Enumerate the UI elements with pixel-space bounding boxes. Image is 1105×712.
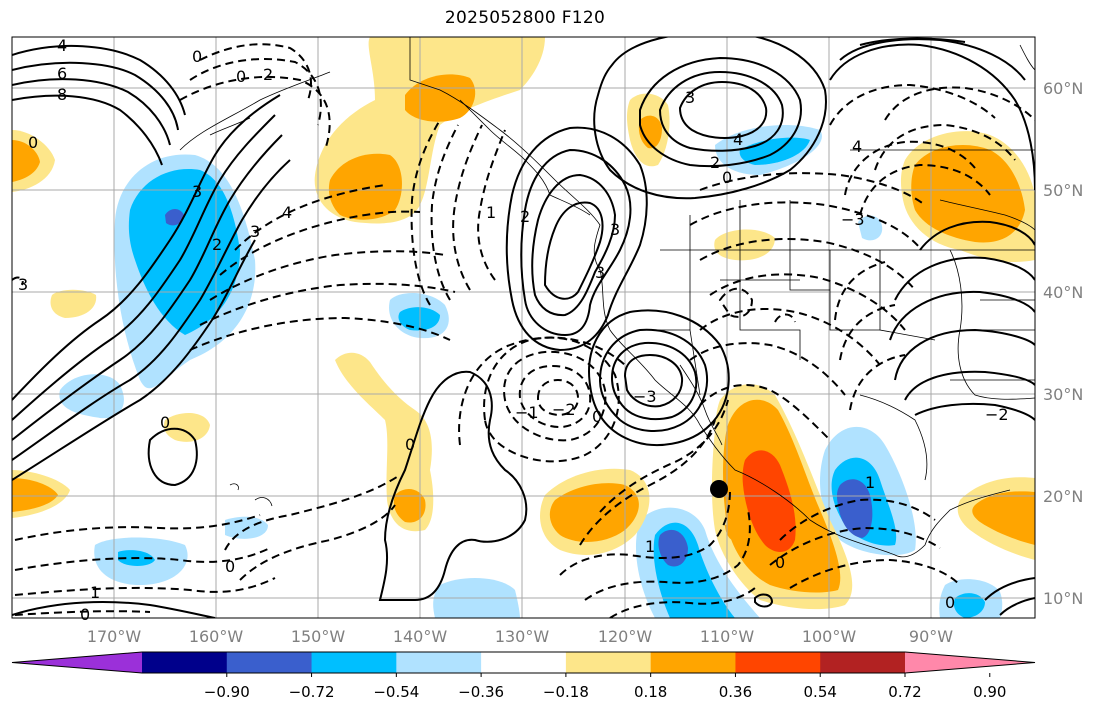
contour-label: 2 xyxy=(212,235,222,254)
contour-label: 0 xyxy=(722,168,732,187)
colorbar-tick-label: 0.90 xyxy=(973,683,1006,701)
colorbar-extend-low xyxy=(12,652,142,673)
lon-label: 170°W xyxy=(87,627,142,646)
contours-solid xyxy=(12,37,1035,618)
contour-label: 1 xyxy=(90,583,100,602)
contour-label: −3 xyxy=(841,210,865,229)
contour-label: −3 xyxy=(633,387,657,406)
colorbar-tick-label: 0.54 xyxy=(804,683,837,701)
colorbar-tick-label: 0.36 xyxy=(719,683,752,701)
colorbar-segment xyxy=(311,652,397,673)
contour-label: 4 xyxy=(852,137,862,156)
lon-label: 110°W xyxy=(700,627,755,646)
contour-label: 3 xyxy=(595,263,605,282)
contour-label: 2 xyxy=(520,207,530,226)
contour-label: −2 xyxy=(552,400,576,419)
lon-label: 100°W xyxy=(802,627,857,646)
colorbar-segment xyxy=(650,652,736,673)
contour-label: −2 xyxy=(985,405,1009,424)
colorbar-tick-label: −0.36 xyxy=(458,683,504,701)
contour-label: 3 xyxy=(192,182,202,201)
contour-label: 1 xyxy=(486,203,496,222)
map-title: 2025052800 F120 xyxy=(444,8,606,28)
shaded-field xyxy=(12,37,1035,618)
contour-label: 0 xyxy=(775,553,785,572)
longitude-labels: 170°W 160°W 150°W 140°W 130°W 120°W 110°… xyxy=(87,627,953,646)
contour-label: 0 xyxy=(592,407,602,426)
colorbar-extend-high xyxy=(905,652,1035,673)
contour-label: 2 xyxy=(263,65,273,84)
lat-label: 20°N xyxy=(1043,487,1083,506)
colorbar: −0.90 −0.72 −0.54 −0.36 −0.18 0.18 0.36 0.54 0.7… xyxy=(11,651,1036,701)
coastlines xyxy=(179,37,1035,558)
colorbar-segment xyxy=(820,652,906,673)
lat-label: 60°N xyxy=(1043,79,1083,98)
contour-label: 0 xyxy=(405,435,415,454)
contour-label: 3 xyxy=(18,275,28,294)
colorbar-tick-label: −0.90 xyxy=(204,683,250,701)
contour-label: 0 xyxy=(945,593,955,612)
lat-label: 50°N xyxy=(1043,181,1083,200)
colorbar-outline xyxy=(11,651,1036,674)
contour-label: 8 xyxy=(57,85,67,104)
contour-label: 4 xyxy=(57,36,67,55)
colorbar-segment xyxy=(735,652,821,673)
contour-label: 0 xyxy=(160,413,170,432)
lon-label: 90°W xyxy=(909,627,953,646)
contours-dashed xyxy=(12,43,1035,618)
lon-label: 150°W xyxy=(291,627,346,646)
contour-label: 2 xyxy=(710,153,720,172)
colorbar-segment xyxy=(396,652,482,673)
colorbar-tick-label: −0.54 xyxy=(373,683,419,701)
contour-label: 3 xyxy=(685,88,695,107)
lon-label: 130°W xyxy=(495,627,550,646)
colorbar-tick-label: 0.72 xyxy=(888,683,921,701)
contour-label: 0 xyxy=(225,557,235,576)
contour-label: 0 xyxy=(192,47,202,66)
contour-label: 6 xyxy=(57,64,67,83)
lat-label: 30°N xyxy=(1043,385,1083,404)
colorbar-segment xyxy=(142,652,228,673)
colorbar-segment xyxy=(565,652,652,673)
contour-label: 0 xyxy=(236,67,246,86)
contour-label: 0 xyxy=(80,605,90,624)
contour-label: −1 xyxy=(515,403,539,422)
contour-label: 0 xyxy=(28,133,38,152)
contour-label: 1 xyxy=(645,537,655,556)
colorbar-segment xyxy=(481,652,567,673)
contour-label: 3 xyxy=(610,220,620,239)
lon-label: 140°W xyxy=(393,627,448,646)
colorbar-tick-label: 0.18 xyxy=(634,683,667,701)
colorbar-tick-label: −0.72 xyxy=(289,683,335,701)
location-dot-icon xyxy=(710,480,728,498)
contour-labels: 4 6 8 0 0 2 3 2 3 4 3 0 1 2 3 3 −1 −2 0 … xyxy=(18,36,1009,624)
contour-label: 1 xyxy=(865,473,875,492)
contour-label: 4 xyxy=(282,203,292,222)
colorbar-segment xyxy=(226,652,313,673)
contour-label: 3 xyxy=(250,222,260,241)
lon-label: 120°W xyxy=(598,627,653,646)
colorbar-tick-label: −0.18 xyxy=(543,683,589,701)
map-frame xyxy=(11,36,1036,619)
lon-label: 160°W xyxy=(189,627,244,646)
contour-label: 4 xyxy=(733,130,743,149)
lat-label: 10°N xyxy=(1043,589,1083,608)
lat-label: 40°N xyxy=(1043,283,1083,302)
latitude-labels: 60°N 50°N 40°N 30°N 20°N 10°N xyxy=(1043,79,1083,608)
